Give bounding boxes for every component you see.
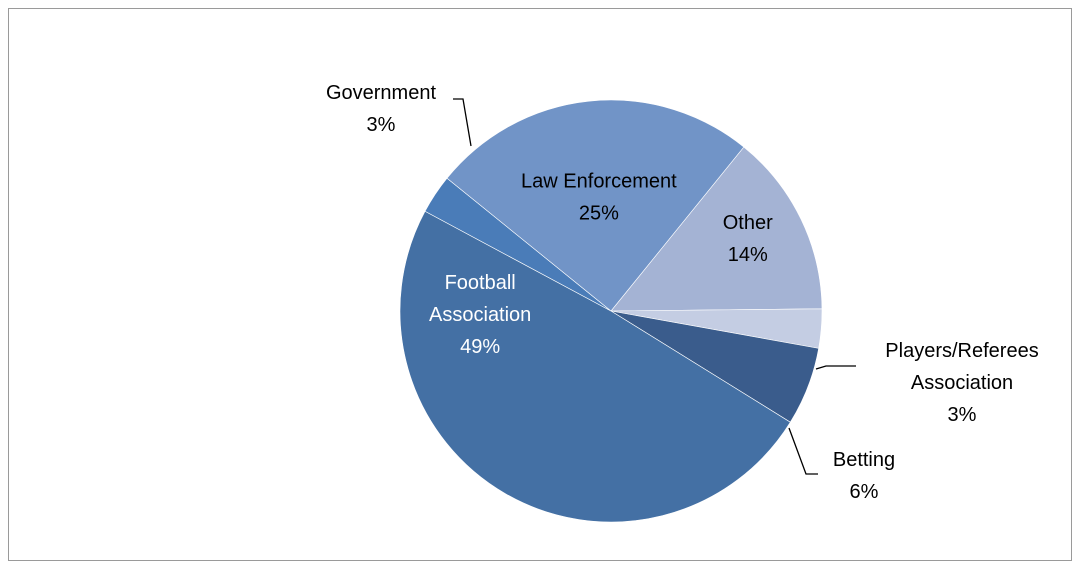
labels-group: Other 14% Players/Referees Association 3% Bet…	[326, 82, 1039, 503]
slices-group	[399, 99, 823, 523]
slice-label-government: Government 3%	[326, 82, 436, 136]
slice-label-betting: Betting 6%	[833, 449, 895, 503]
slice-label-line: Football	[445, 272, 516, 294]
slice-label-line: Players/Referees	[885, 340, 1038, 362]
slice-percent: 14%	[728, 244, 768, 266]
slice-label-line: Betting	[833, 449, 895, 471]
pie-slice-football-association	[399, 210, 791, 523]
slice-label-other: Other 14%	[723, 212, 773, 266]
slice-label-line: Association	[429, 304, 531, 326]
slice-percent: 3%	[948, 404, 977, 426]
slice-label-line: Other	[723, 212, 773, 234]
slice-percent: 49%	[460, 336, 500, 358]
slice-label-football-association: Football Association 49%	[429, 272, 531, 358]
pie-slice-other	[610, 146, 823, 312]
leader-line-government	[453, 98, 472, 147]
leader-line-betting	[788, 427, 818, 475]
slice-percent: 25%	[579, 203, 619, 225]
slice-label-line: Government	[326, 82, 436, 104]
leader-lines	[453, 98, 856, 475]
slice-percent: 6%	[850, 481, 879, 503]
pie-slice-law-enforcement	[446, 99, 745, 312]
slice-percent: 3%	[367, 114, 396, 136]
slice-label-law-enforcement: Law Enforcement 25%	[521, 171, 677, 225]
slice-label-line: Association	[911, 372, 1013, 394]
slice-label-players-referees-association: Players/Referees Association 3%	[885, 340, 1038, 426]
leader-line-players-referees-association	[815, 365, 856, 370]
slice-label-line: Law Enforcement	[521, 171, 677, 193]
